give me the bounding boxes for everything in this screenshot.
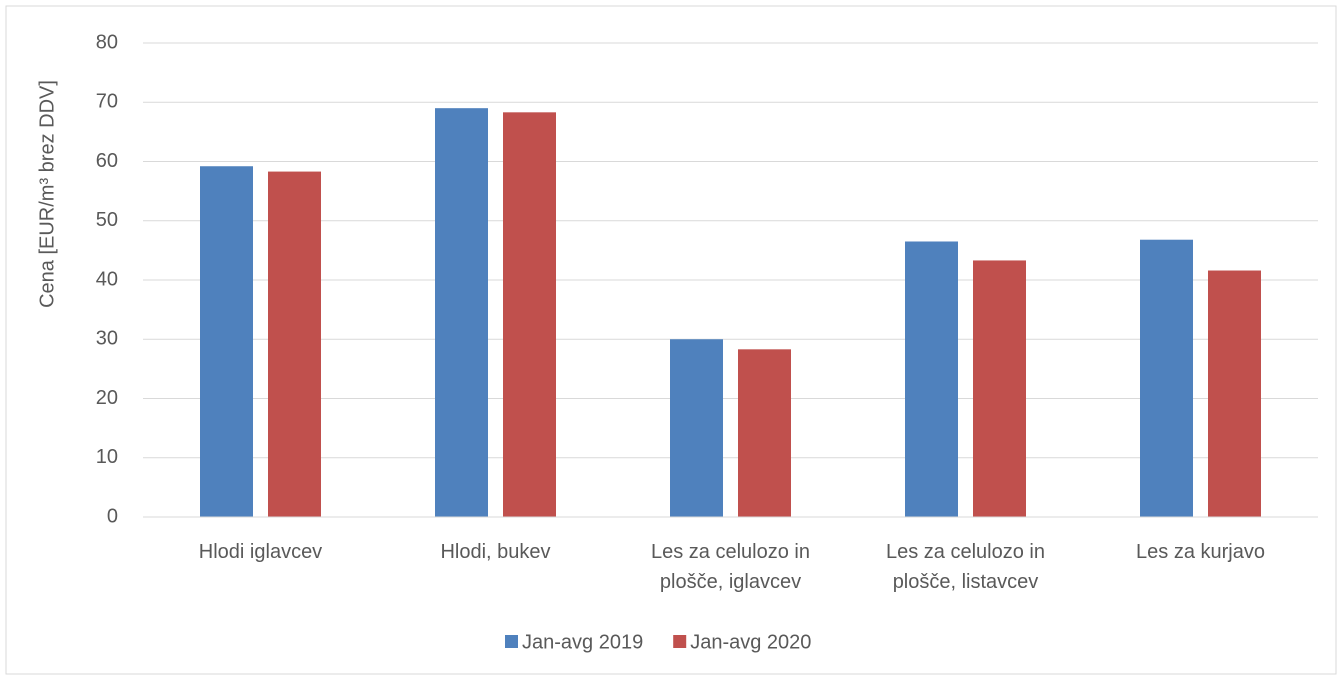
x-tick-label: Hlodi iglavcev <box>198 541 323 563</box>
y-tick-label: 50 <box>96 209 118 231</box>
bar <box>435 108 488 518</box>
bar <box>738 349 791 517</box>
y-tick-label: 10 <box>96 446 118 468</box>
y-tick-label: 30 <box>96 328 118 350</box>
y-axis-title: Cena [EUR/m³ brez DDV] <box>36 80 58 308</box>
y-tick-label: 70 <box>96 91 118 113</box>
bar <box>670 339 723 517</box>
y-tick-label: 80 <box>96 31 118 53</box>
legend-label: Jan-avg 2019 <box>522 631 643 653</box>
legend-swatch <box>673 635 687 648</box>
bar <box>268 171 321 517</box>
x-tick-label: Les za celulozo in plošče, iglavcev <box>651 541 810 593</box>
legend-label: Jan-avg 2020 <box>690 631 811 653</box>
bar <box>503 112 556 517</box>
bar <box>905 241 958 518</box>
y-tick-label: 40 <box>96 268 118 290</box>
y-tick-label: 60 <box>96 150 118 172</box>
bar <box>973 260 1026 517</box>
legend-swatch <box>505 635 518 648</box>
x-tick-label: Hlodi, bukev <box>440 541 551 563</box>
x-tick-label: Les za kurjavo <box>1136 541 1265 563</box>
bar <box>200 166 253 518</box>
bar <box>1140 239 1193 517</box>
bar <box>1208 270 1261 517</box>
y-tick-label: 20 <box>96 387 118 409</box>
y-tick-label: 0 <box>107 505 118 527</box>
x-tick-label: Les za celulozo in plošče, listavcev <box>886 541 1045 593</box>
